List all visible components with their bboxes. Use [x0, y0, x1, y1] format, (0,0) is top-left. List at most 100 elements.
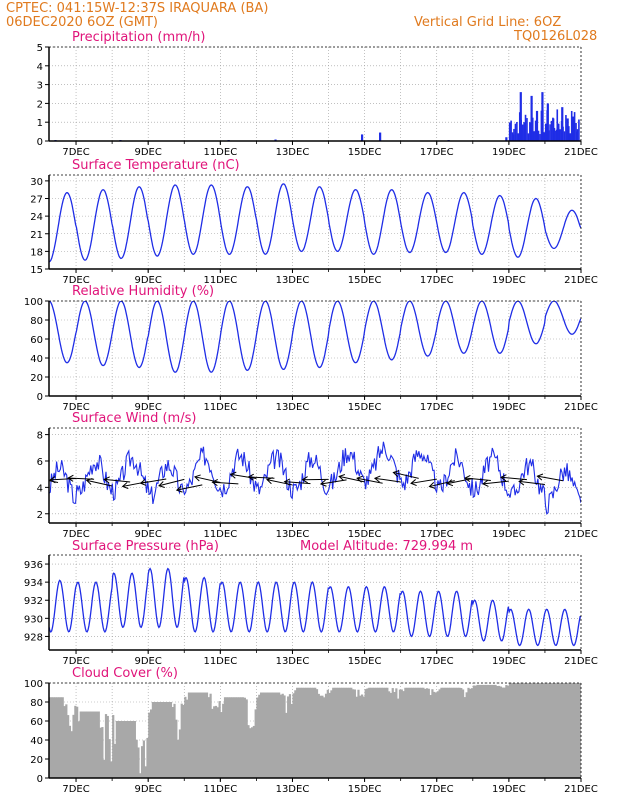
cloud-bar	[510, 683, 513, 778]
y-tick-label: 30	[30, 177, 43, 188]
cloud-bar	[571, 683, 575, 778]
precip-bar	[531, 117, 534, 141]
cloud-bar	[409, 687, 412, 778]
cloud-bar	[229, 697, 232, 778]
cloud-bar	[447, 687, 450, 778]
cloud-bar	[319, 695, 322, 778]
precip-bar	[513, 128, 515, 141]
cloud-bar	[548, 683, 551, 778]
cloud-bar	[59, 697, 63, 778]
cloud-bar	[241, 697, 245, 778]
precip-bar	[565, 115, 567, 141]
pressure-panel: Surface Pressure (hPa) Model Altitude: 72…	[24, 539, 598, 667]
precip-bar	[524, 114, 527, 141]
cloud-bar	[133, 721, 136, 778]
wind-series-line	[49, 441, 581, 515]
cloud-bar	[139, 773, 142, 778]
y-tick-label: 1	[37, 118, 43, 129]
cloud-bar	[341, 687, 344, 778]
precip-bar	[533, 131, 535, 141]
cloud-bar	[142, 740, 145, 778]
precip-bar	[557, 123, 560, 141]
wind-vector-arrow	[104, 478, 131, 483]
x-tick-label: 9DEC	[134, 529, 161, 540]
cloud-bar	[503, 687, 506, 778]
precip-bar	[568, 126, 570, 141]
x-tick-label: 19DEC	[492, 529, 526, 540]
cloud-bar	[63, 706, 66, 778]
wind-vector-arrowhead	[158, 481, 165, 488]
cloud-bar	[108, 739, 111, 778]
cloud-bar	[254, 709, 257, 778]
x-tick-label: 7DEC	[62, 275, 89, 286]
precip-bar	[573, 112, 576, 141]
x-tick-label: 7DEC	[62, 529, 89, 540]
header-date: 06DEC2020 6OZ (GMT)	[6, 15, 158, 30]
cloud-bar	[323, 697, 326, 778]
cloud-bar	[564, 683, 567, 778]
pressure-series-line	[49, 567, 581, 647]
cloud-bar	[317, 693, 320, 778]
x-tick-label: 9DEC	[134, 784, 161, 795]
cloud-bar	[94, 711, 97, 778]
cloud-bar	[469, 688, 472, 778]
cloud-bar	[415, 687, 418, 778]
wind-vector-arrowhead	[428, 482, 436, 489]
wind-vector-arrow	[482, 480, 509, 485]
cloud-bar	[119, 721, 122, 778]
cloud-bar	[160, 702, 164, 778]
cloud-bar	[186, 699, 189, 778]
precip-bar	[570, 110, 573, 141]
x-tick-label: 13DEC	[276, 784, 310, 795]
cloud-bar	[101, 727, 104, 778]
wind-vector-arrow	[212, 481, 239, 485]
precip-bar	[274, 139, 277, 141]
y-tick-label: 2	[37, 99, 43, 110]
precip-bar	[536, 122, 538, 141]
cloud-bar	[539, 683, 542, 778]
x-tick-label: 7DEC	[62, 656, 89, 667]
cloud-bar	[164, 702, 167, 778]
cloud-bar	[422, 687, 425, 778]
x-tick-label: 15DEC	[348, 784, 382, 795]
cloud-bar	[85, 711, 88, 778]
cloud-bar	[351, 689, 355, 778]
cloud-bar	[296, 687, 299, 778]
wind-vector-arrow	[374, 477, 401, 483]
cloud-bar	[467, 687, 470, 778]
cloud-bar	[553, 683, 557, 778]
x-tick-label: 9DEC	[134, 275, 161, 286]
cloud-bar	[267, 692, 270, 778]
precip-bar	[552, 117, 554, 141]
cloud-bar	[131, 721, 135, 778]
precip-bar	[514, 123, 517, 141]
precip-bar	[530, 129, 533, 141]
cloud-bar	[348, 687, 351, 778]
precip-bar	[505, 137, 508, 141]
cloud-bar	[281, 693, 284, 778]
cloud-bar	[272, 692, 275, 778]
cloud-bar	[159, 702, 162, 778]
wind-vector-arrow	[320, 479, 347, 485]
cloud-bar	[353, 689, 356, 778]
cloud-bar	[259, 692, 263, 778]
cloud-bar	[516, 683, 519, 778]
precip-bar	[553, 127, 556, 141]
cloud-bar	[498, 685, 501, 778]
cloud-bar	[67, 715, 70, 778]
x-tick-label: 21DEC	[564, 656, 598, 667]
header-location: CPTEC: 041:15W-12:37S IRAQUARA (BA)	[6, 1, 268, 16]
cloud-bar	[130, 721, 133, 778]
cloud-bar	[364, 689, 367, 778]
cloud-bar	[263, 692, 266, 778]
cloud-bar	[149, 709, 153, 778]
cloud-bar	[555, 683, 558, 778]
cloud-bar	[326, 689, 329, 778]
cloud-bar	[54, 697, 57, 778]
cloud-bar	[342, 687, 346, 778]
cloud-bar	[169, 702, 173, 778]
cloud-panel: Cloud Cover (%) 0 20 40 60 80 100 7DEC 9DEC 11DEC…	[24, 666, 598, 795]
cloud-bar	[514, 683, 517, 778]
cloud-bar	[501, 687, 504, 778]
cloud-bar	[398, 689, 402, 778]
